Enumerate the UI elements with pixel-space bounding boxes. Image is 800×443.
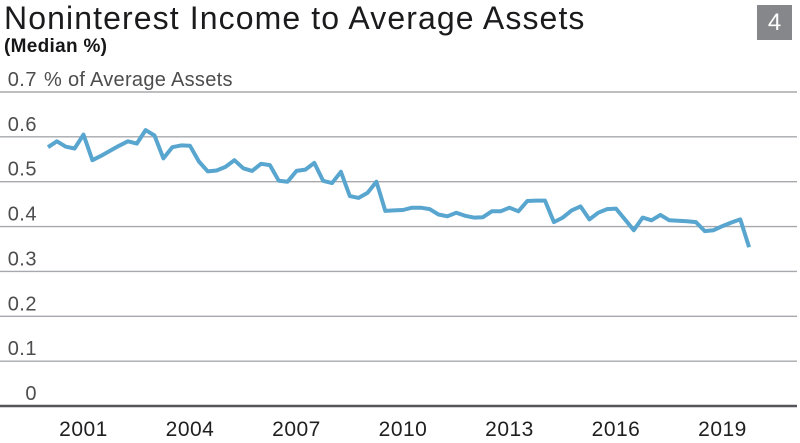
y-tick-label: 0 <box>25 383 37 405</box>
x-tick-label: 2007 <box>272 418 321 441</box>
x-tick-label: 2013 <box>485 418 534 441</box>
x-tick-label: 2010 <box>379 418 428 441</box>
trend-line <box>46 128 752 248</box>
chart-subtitle: (Median %) <box>4 36 108 57</box>
y-tick-label: 0.6 <box>8 114 37 136</box>
slide-number-badge: 4 <box>757 5 792 40</box>
y-tick-label: 0.2 <box>8 293 37 315</box>
y-tick-label: 0.3 <box>8 248 37 270</box>
chart-title: Noninterest Income to Average Assets <box>4 0 586 36</box>
x-tick-label: 2001 <box>59 418 108 441</box>
y-axis-unit-label: % of Average Assets <box>44 69 233 91</box>
y-tick-label: 0.7 <box>8 69 37 91</box>
x-tick-label: 2016 <box>592 418 641 441</box>
chart-header: Noninterest Income to Average Assets (Me… <box>4 0 586 57</box>
x-tick-label: 2019 <box>698 418 747 441</box>
y-tick-label: 0.4 <box>8 204 37 226</box>
y-tick-label: 0.5 <box>8 159 37 181</box>
y-tick-label: 0.1 <box>8 338 37 360</box>
x-tick-label: 2004 <box>166 418 215 441</box>
